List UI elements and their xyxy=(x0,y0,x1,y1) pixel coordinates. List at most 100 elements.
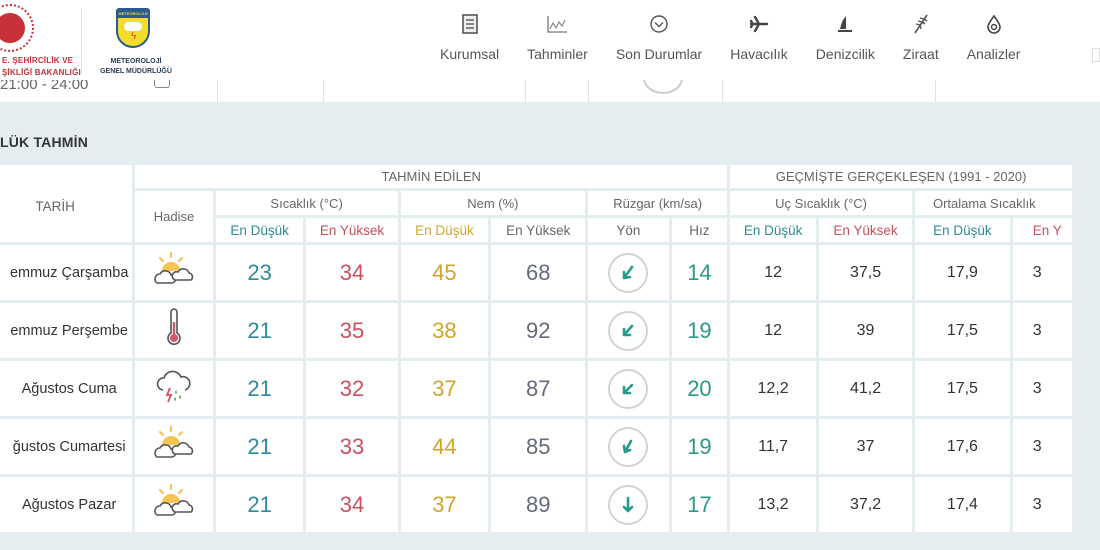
average-high-cell: 3 xyxy=(1012,245,1072,300)
date-cell: Ağustos Pazar xyxy=(0,477,133,532)
subheader-wind-direction: Yön xyxy=(588,218,669,242)
average-high-cell: 3 xyxy=(1012,303,1072,358)
wind-arrow-southwest-icon xyxy=(608,310,649,351)
date-cell: emmuz Perşembe xyxy=(0,303,133,358)
page-footer-band xyxy=(0,538,1100,550)
thunderstorm-rain-icon xyxy=(135,361,213,416)
chevron-circle-icon xyxy=(647,12,671,36)
previous-row-weather-icon xyxy=(154,80,170,88)
col-header-wind: Rüzgar (km/sa) xyxy=(588,191,728,215)
subheader-wind-speed: Hız xyxy=(671,218,728,242)
ministry-logo[interactable]: E. ŞEHİRCİLİK VE ŞİKLİĞİ BAKANLIĞI xyxy=(0,4,81,80)
subheader-humidity-high: En Yüksek xyxy=(491,218,586,242)
previous-table-row: 21:00 - 24:00 xyxy=(0,80,1100,102)
partly-cloudy-icon xyxy=(135,419,213,474)
wind-direction-cell xyxy=(588,477,669,532)
average-high-cell: 3 xyxy=(1012,361,1072,416)
wind-speed-cell: 17 xyxy=(671,477,728,532)
temp-high-cell: 35 xyxy=(306,303,398,358)
group-header-history: GEÇMİŞTE GERÇEKLEŞEN (1991 - 2020) xyxy=(730,165,1072,188)
humidity-low-cell: 45 xyxy=(400,245,489,300)
nav-item-son-durumlar[interactable]: Son Durumlar xyxy=(616,12,702,72)
previous-row-wind-icon xyxy=(643,80,683,94)
subheader-average-low: En Düşük xyxy=(914,218,1010,242)
wind-speed-cell: 19 xyxy=(671,303,728,358)
wind-speed-cell: 20 xyxy=(671,361,728,416)
humidity-high-cell: 89 xyxy=(491,477,586,532)
thermometer-hot-icon xyxy=(135,303,213,358)
wind-speed-cell: 14 xyxy=(671,245,728,300)
extreme-high-cell: 41,2 xyxy=(819,361,912,416)
nav-item-havacilik[interactable]: Havacılık xyxy=(730,12,788,72)
site-header: E. ŞEHİRCİLİK VE ŞİKLİĞİ BAKANLIĞI METEO… xyxy=(0,0,1100,80)
humidity-high-cell: 92 xyxy=(491,303,586,358)
ministry-seal-icon xyxy=(0,4,34,52)
sailboat-icon xyxy=(833,12,857,36)
wind-direction-cell xyxy=(588,245,669,300)
airplane-icon xyxy=(747,12,771,36)
temp-low-cell: 21 xyxy=(215,361,304,416)
temp-high-cell: 33 xyxy=(306,419,398,474)
extreme-low-cell: 13,2 xyxy=(730,477,817,532)
nav-item-kurumsal[interactable]: Kurumsal xyxy=(440,12,499,72)
nav-item-denizcilik[interactable]: Denizcilik xyxy=(816,12,875,72)
average-low-cell: 17,9 xyxy=(914,245,1010,300)
col-header-temperature: Sıcaklık (°C) xyxy=(215,191,398,215)
subheader-extreme-low: En Düşük xyxy=(730,218,817,242)
wind-direction-cell xyxy=(588,419,669,474)
wind-arrow-southwest-icon xyxy=(608,426,649,467)
subheader-average-high: En Y xyxy=(1012,218,1072,242)
temp-low-cell: 23 xyxy=(215,245,304,300)
humidity-high-cell: 68 xyxy=(491,245,586,300)
extreme-low-cell: 12,2 xyxy=(730,361,817,416)
table-row: ğustos Cumartesi 21 33 44 85 19 11,7 37 … xyxy=(0,419,1072,474)
extreme-low-cell: 12 xyxy=(730,245,817,300)
subheader-extreme-high: En Yüksek xyxy=(819,218,912,242)
section-title: LÜK TAHMİN xyxy=(0,134,89,150)
previous-row-time: 21:00 - 24:00 xyxy=(0,80,89,93)
col-header-extreme-temp: Uç Sıcaklık (°C) xyxy=(730,191,912,215)
wind-arrow-southwest-icon xyxy=(608,368,649,409)
extreme-high-cell: 37,2 xyxy=(819,477,912,532)
table-row: emmuz Çarşamba 23 34 45 68 14 12 37,5 17… xyxy=(0,245,1072,300)
nav-item-analizler[interactable]: Analizler xyxy=(967,12,1020,72)
average-low-cell: 17,4 xyxy=(914,477,1010,532)
table-row: Ağustos Cuma 21 32 37 87 20 12,2 41,2 17… xyxy=(0,361,1072,416)
temp-low-cell: 21 xyxy=(215,419,304,474)
mgm-name-line1: METEOROLOJİ xyxy=(110,58,162,65)
temp-low-cell: 21 xyxy=(215,477,304,532)
wind-direction-cell xyxy=(588,303,669,358)
wind-speed-cell: 19 xyxy=(671,419,728,474)
drop-search-icon xyxy=(982,12,1006,36)
humidity-low-cell: 44 xyxy=(400,419,489,474)
average-high-cell: 3 xyxy=(1012,477,1072,532)
average-low-cell: 17,5 xyxy=(914,303,1010,358)
wind-arrow-south-icon xyxy=(608,484,649,525)
col-header-average-temp: Ortalama Sıcaklık xyxy=(914,191,1072,215)
nav-item-tahminler[interactable]: Tahminler xyxy=(527,12,588,72)
chart-icon xyxy=(545,12,569,36)
humidity-low-cell: 37 xyxy=(400,477,489,532)
humidity-high-cell: 85 xyxy=(491,419,586,474)
ministry-name-line2: ŞİKLİĞİ BAKANLIĞI xyxy=(2,68,81,77)
group-header-forecast: TAHMİN EDİLEN xyxy=(135,165,728,188)
temp-low-cell: 21 xyxy=(215,303,304,358)
main-nav: Kurumsal Tahminler Son Durumlar Havacılı… xyxy=(440,12,1048,72)
table-row: Ağustos Pazar 21 34 37 89 17 13,2 37,2 1… xyxy=(0,477,1072,532)
table-row: emmuz Perşembe 21 35 38 92 19 12 39 17,5… xyxy=(0,303,1072,358)
mgm-logo[interactable]: METEOROLOJİ ϟ METEOROLOJİ GENEL MÜDÜRLÜĞ… xyxy=(96,6,176,78)
document-icon xyxy=(458,12,482,36)
partly-cloudy-icon xyxy=(135,245,213,300)
date-cell: emmuz Çarşamba xyxy=(0,245,133,300)
humidity-high-cell: 87 xyxy=(491,361,586,416)
nav-overflow-item[interactable] xyxy=(1092,48,1100,62)
nav-item-ziraat[interactable]: Ziraat xyxy=(903,12,939,72)
temp-high-cell: 32 xyxy=(306,361,398,416)
extreme-low-cell: 12 xyxy=(730,303,817,358)
partly-cloudy-icon xyxy=(135,477,213,532)
average-low-cell: 17,5 xyxy=(914,361,1010,416)
logo-divider xyxy=(81,8,82,74)
date-cell: Ağustos Cuma xyxy=(0,361,133,416)
wheat-icon xyxy=(909,12,933,36)
wind-direction-cell xyxy=(588,361,669,416)
